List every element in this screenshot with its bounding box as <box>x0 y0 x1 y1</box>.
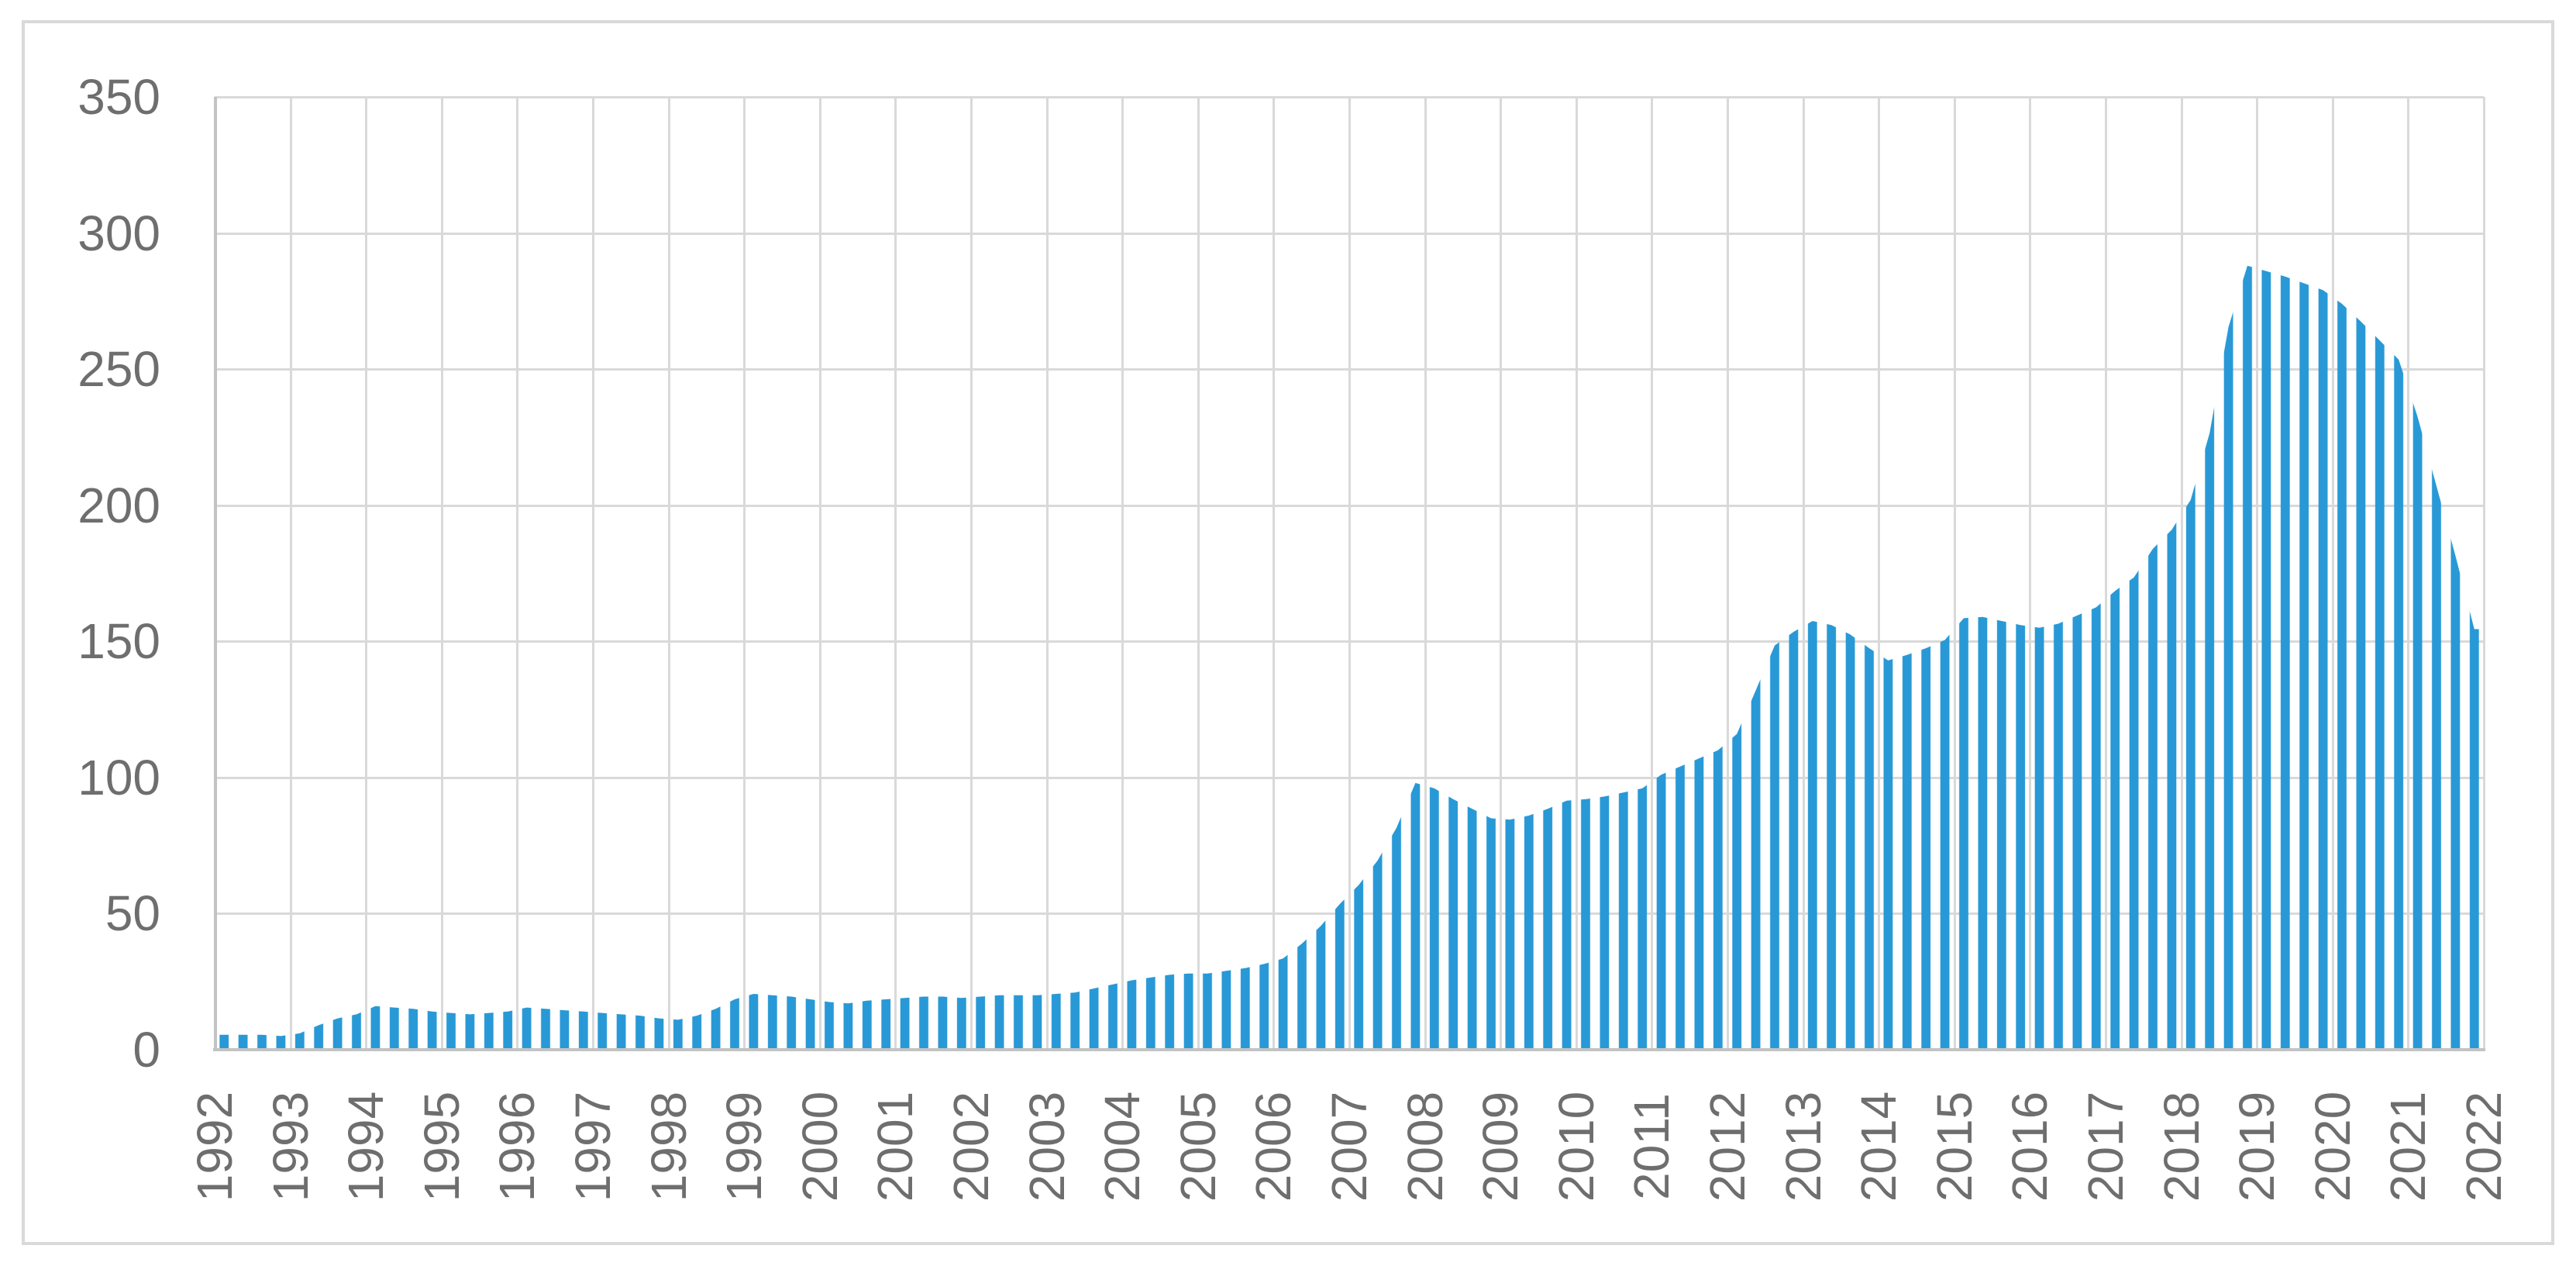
v-gridline-2012 <box>1727 97 1729 1050</box>
x-tick-label-2003: 2003 <box>1019 1091 1075 1202</box>
v-gridline-2009 <box>1500 97 1502 1050</box>
x-tick-label-2008: 2008 <box>1397 1091 1453 1202</box>
v-gridline-2022 <box>2483 97 2485 1050</box>
area-series <box>215 265 2484 1050</box>
v-gridline-2013 <box>1803 97 1805 1050</box>
x-tick-label-2019: 2019 <box>2229 1091 2285 1202</box>
v-gridline-1998 <box>668 97 670 1050</box>
v-gridline-2015 <box>1954 97 1956 1050</box>
x-tick-label-2016: 2016 <box>2002 1091 2058 1202</box>
x-tick-label-2010: 2010 <box>1548 1091 1604 1202</box>
x-tick-label-2022: 2022 <box>2456 1091 2512 1202</box>
x-tick-label-2000: 2000 <box>792 1091 848 1202</box>
v-gridline-2006 <box>1273 97 1275 1050</box>
v-gridline-1996 <box>516 97 518 1050</box>
x-tick-label-1999: 1999 <box>716 1091 772 1202</box>
x-tick-label-1992: 1992 <box>187 1091 243 1202</box>
y-tick-label-300: 300 <box>77 205 160 261</box>
v-gridline-1994 <box>365 97 367 1050</box>
x-tick-label-2012: 2012 <box>1700 1091 1755 1202</box>
v-gridline-2014 <box>1878 97 1880 1050</box>
x-tick-label-1996: 1996 <box>489 1091 545 1202</box>
x-tick-label-2009: 2009 <box>1472 1091 1528 1202</box>
v-gridline-1993 <box>290 97 292 1050</box>
v-gridline-1995 <box>441 97 443 1050</box>
x-axis-line <box>213 1048 2485 1051</box>
x-tick-label-2013: 2013 <box>1775 1091 1831 1202</box>
y-tick-label-200: 200 <box>77 478 160 533</box>
x-tick-label-1995: 1995 <box>414 1091 470 1202</box>
x-tick-label-2007: 2007 <box>1321 1091 1377 1202</box>
chart-frame: 0 50 100 150 200 250 300 350 1992 1993 1994 1995 19… <box>22 20 2554 1245</box>
v-gridline-2003 <box>1046 97 1049 1050</box>
x-tick-label-2006: 2006 <box>1245 1091 1301 1202</box>
v-gridline-2007 <box>1348 97 1351 1050</box>
area-series-path <box>215 265 2484 1050</box>
x-tick-label-2001: 2001 <box>867 1091 923 1202</box>
v-gridline-2010 <box>1576 97 1578 1050</box>
x-tick-label-2020: 2020 <box>2305 1091 2361 1202</box>
y-tick-label-150: 150 <box>77 613 160 669</box>
v-gridline-1997 <box>592 97 594 1050</box>
x-tick-label-2014: 2014 <box>1851 1091 1906 1202</box>
x-tick-label-2005: 2005 <box>1170 1091 1226 1202</box>
x-tick-label-2021: 2021 <box>2380 1091 2436 1202</box>
x-tick-label-2018: 2018 <box>2154 1091 2209 1202</box>
v-gridline-1999 <box>743 97 746 1050</box>
v-gridline-2017 <box>2105 97 2107 1050</box>
x-tick-label-2002: 2002 <box>943 1091 999 1202</box>
v-gridline-2001 <box>894 97 897 1050</box>
v-gridline-2002 <box>970 97 973 1050</box>
y-tick-label-100: 100 <box>77 750 160 805</box>
x-tick-label-1998: 1998 <box>641 1091 697 1202</box>
v-gridline-2016 <box>2029 97 2031 1050</box>
v-gridline-1992 <box>214 97 217 1050</box>
y-tick-label-250: 250 <box>77 341 160 397</box>
x-tick-label-2011: 2011 <box>1624 1093 1679 1200</box>
x-tick-label-1997: 1997 <box>565 1091 621 1202</box>
y-tick-label-0: 0 <box>133 1022 160 1078</box>
v-gridline-2004 <box>1121 97 1124 1050</box>
v-gridline-2008 <box>1424 97 1427 1050</box>
x-tick-label-1993: 1993 <box>263 1091 319 1202</box>
v-gridline-2005 <box>1197 97 1200 1050</box>
x-tick-label-1994: 1994 <box>338 1091 394 1202</box>
y-tick-label-50: 50 <box>105 885 160 941</box>
x-tick-label-2017: 2017 <box>2078 1091 2133 1202</box>
v-gridline-2000 <box>819 97 821 1050</box>
x-tick-label-2015: 2015 <box>1927 1091 1982 1202</box>
v-gridline-2011 <box>1651 97 1653 1050</box>
x-tick-label-2004: 2004 <box>1094 1091 1150 1202</box>
y-tick-label-350: 350 <box>77 69 160 125</box>
